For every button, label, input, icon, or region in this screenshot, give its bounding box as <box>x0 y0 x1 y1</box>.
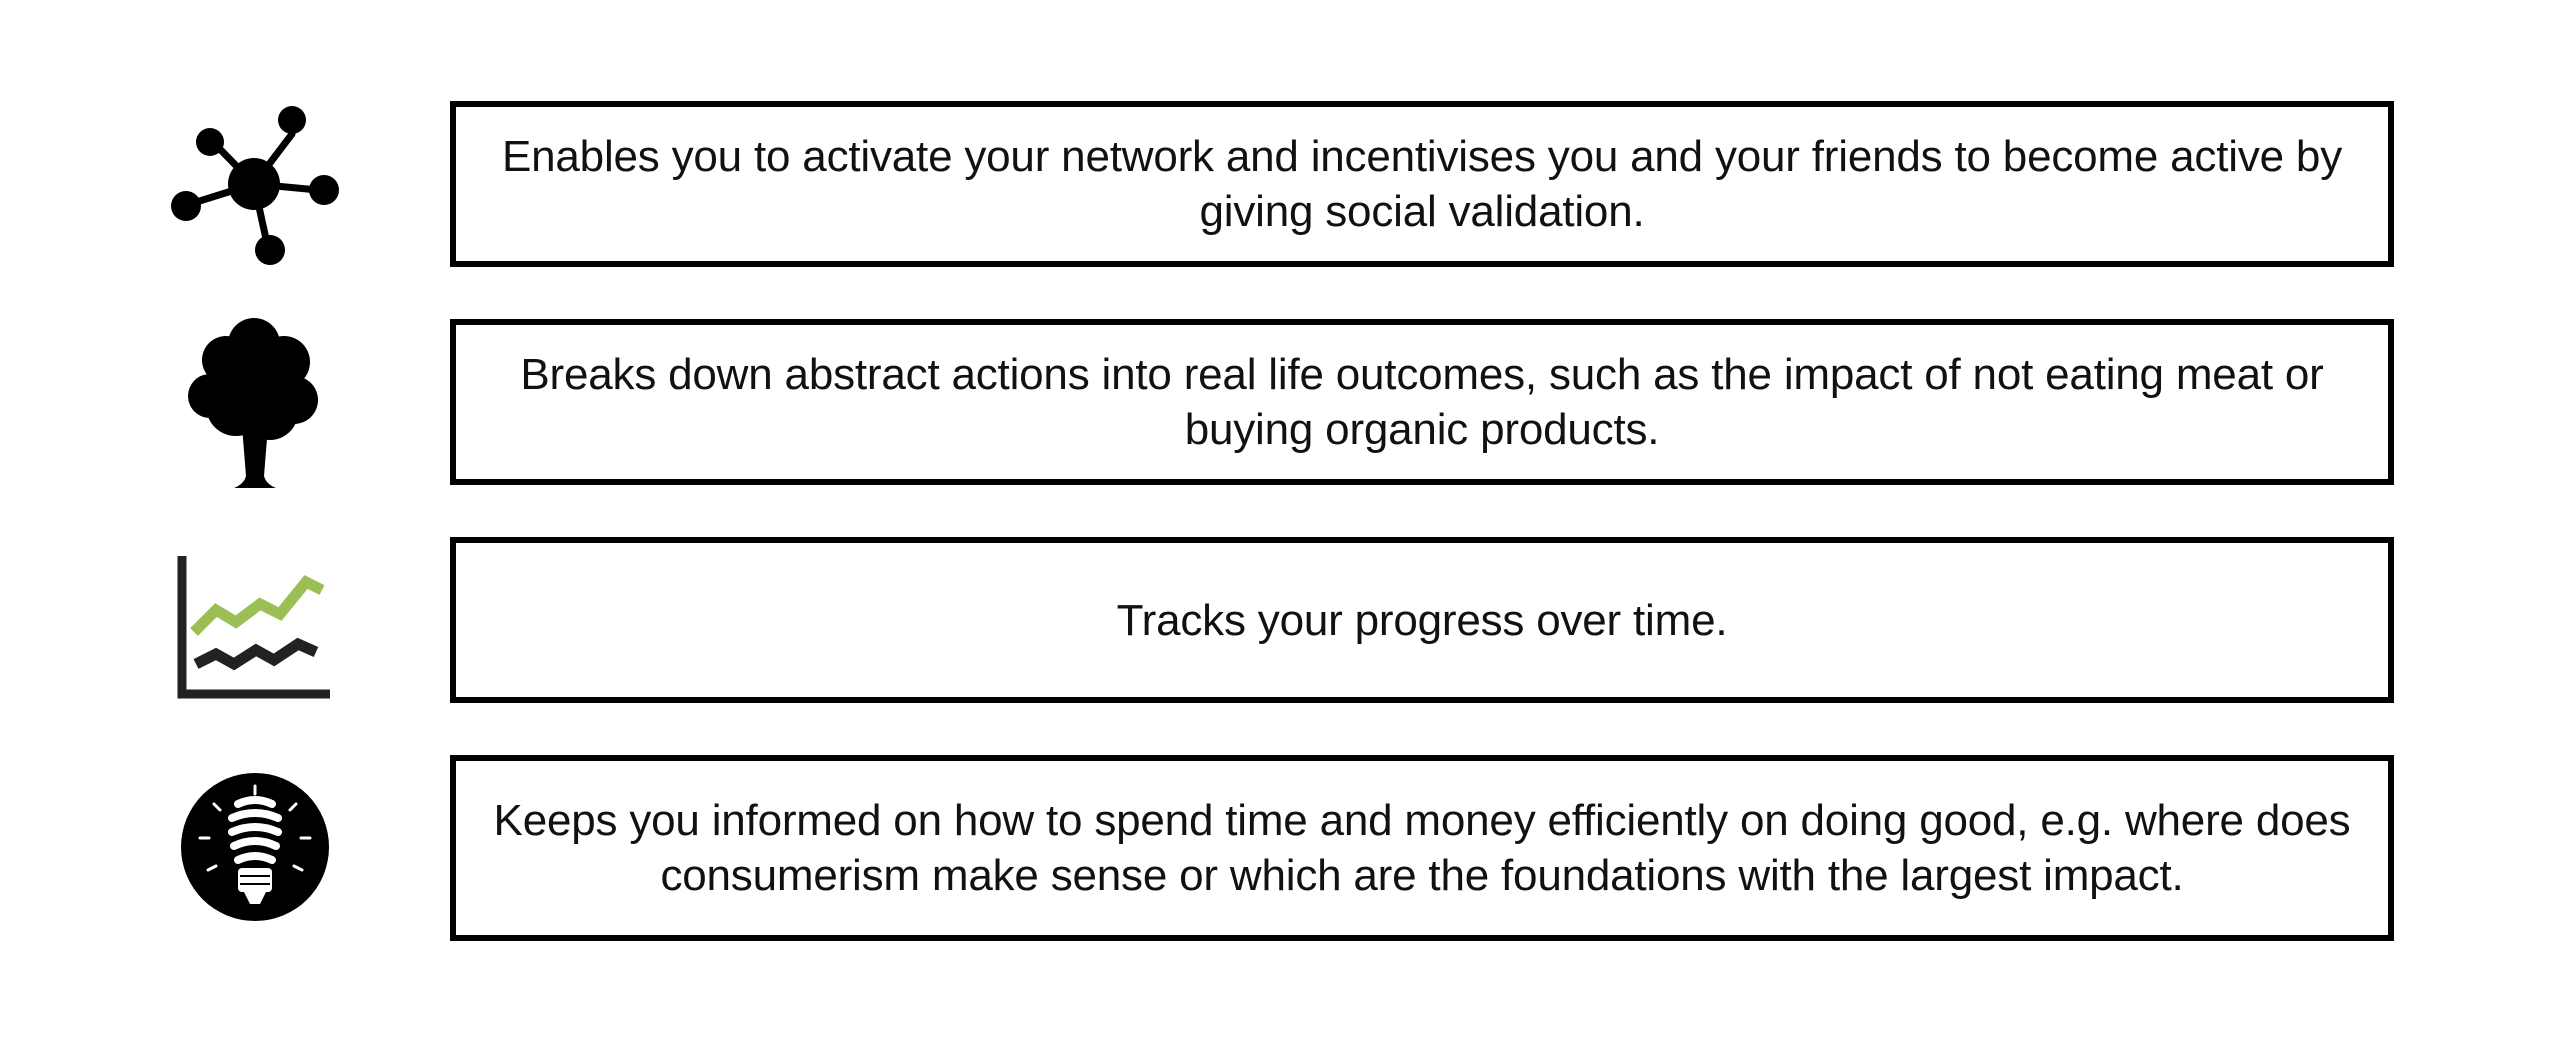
line-chart-icon <box>177 556 330 699</box>
feature-text: Tracks your progress over time. <box>1116 595 1728 645</box>
feature-box: Tracks your progress over time. <box>450 537 2394 703</box>
feature-box: Keeps you informed on how to spend time … <box>450 755 2394 941</box>
feature-box: Breaks down abstract actions into real l… <box>450 319 2394 485</box>
feature-text: Breaks down abstract actions into real l… <box>520 350 2324 454</box>
network-nodes-icon <box>171 106 339 265</box>
tree-icon <box>188 318 318 488</box>
lightbulb-icon <box>181 773 329 921</box>
feature-box: Enables you to activate your network and… <box>450 101 2394 267</box>
feature-text: Keeps you informed on how to spend time … <box>493 796 2351 900</box>
feature-text: Enables you to activate your network and… <box>501 132 2342 236</box>
